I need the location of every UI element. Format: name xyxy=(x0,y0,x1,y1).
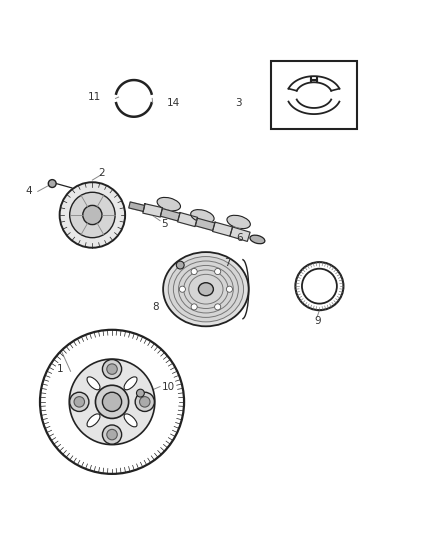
Circle shape xyxy=(95,385,129,418)
Polygon shape xyxy=(129,202,145,212)
Ellipse shape xyxy=(191,209,214,223)
Ellipse shape xyxy=(189,274,223,304)
Circle shape xyxy=(177,261,184,269)
Ellipse shape xyxy=(157,197,180,211)
Text: 2: 2 xyxy=(98,168,104,177)
Text: 1: 1 xyxy=(57,364,63,374)
Ellipse shape xyxy=(184,270,228,309)
Ellipse shape xyxy=(163,252,249,326)
Text: 8: 8 xyxy=(152,302,159,312)
Circle shape xyxy=(102,392,122,411)
Circle shape xyxy=(70,192,115,238)
Text: 7: 7 xyxy=(224,258,231,268)
Ellipse shape xyxy=(87,377,100,390)
Circle shape xyxy=(102,425,122,444)
Ellipse shape xyxy=(173,261,238,318)
Circle shape xyxy=(69,359,155,445)
Text: 3: 3 xyxy=(235,98,242,108)
Text: 6: 6 xyxy=(237,233,243,243)
Circle shape xyxy=(74,397,85,407)
Circle shape xyxy=(140,397,150,407)
Text: 4: 4 xyxy=(26,187,32,196)
Polygon shape xyxy=(212,222,233,236)
Text: 11: 11 xyxy=(88,92,101,102)
Circle shape xyxy=(70,392,89,411)
Polygon shape xyxy=(143,204,162,217)
Text: 9: 9 xyxy=(314,316,321,326)
Bar xyxy=(272,61,357,129)
Circle shape xyxy=(191,269,197,274)
Text: 14: 14 xyxy=(166,98,180,108)
Circle shape xyxy=(83,205,102,224)
Circle shape xyxy=(107,364,117,374)
Polygon shape xyxy=(195,218,215,231)
Ellipse shape xyxy=(124,377,137,390)
Text: 10: 10 xyxy=(162,382,175,392)
Circle shape xyxy=(135,392,154,411)
Circle shape xyxy=(179,286,185,292)
Circle shape xyxy=(215,269,221,274)
Circle shape xyxy=(226,286,233,292)
Text: 5: 5 xyxy=(161,219,168,229)
Ellipse shape xyxy=(124,414,137,427)
Circle shape xyxy=(107,430,117,440)
Polygon shape xyxy=(160,208,180,221)
Ellipse shape xyxy=(168,256,244,322)
Ellipse shape xyxy=(179,265,233,313)
Circle shape xyxy=(302,269,337,304)
Ellipse shape xyxy=(250,235,265,244)
Circle shape xyxy=(215,304,221,310)
Ellipse shape xyxy=(198,282,213,296)
Circle shape xyxy=(48,180,56,188)
Circle shape xyxy=(191,304,197,310)
Circle shape xyxy=(137,389,145,397)
Polygon shape xyxy=(177,213,198,227)
Ellipse shape xyxy=(87,414,100,427)
Circle shape xyxy=(60,182,125,248)
Polygon shape xyxy=(230,227,250,241)
Ellipse shape xyxy=(227,215,251,229)
Circle shape xyxy=(102,359,122,379)
